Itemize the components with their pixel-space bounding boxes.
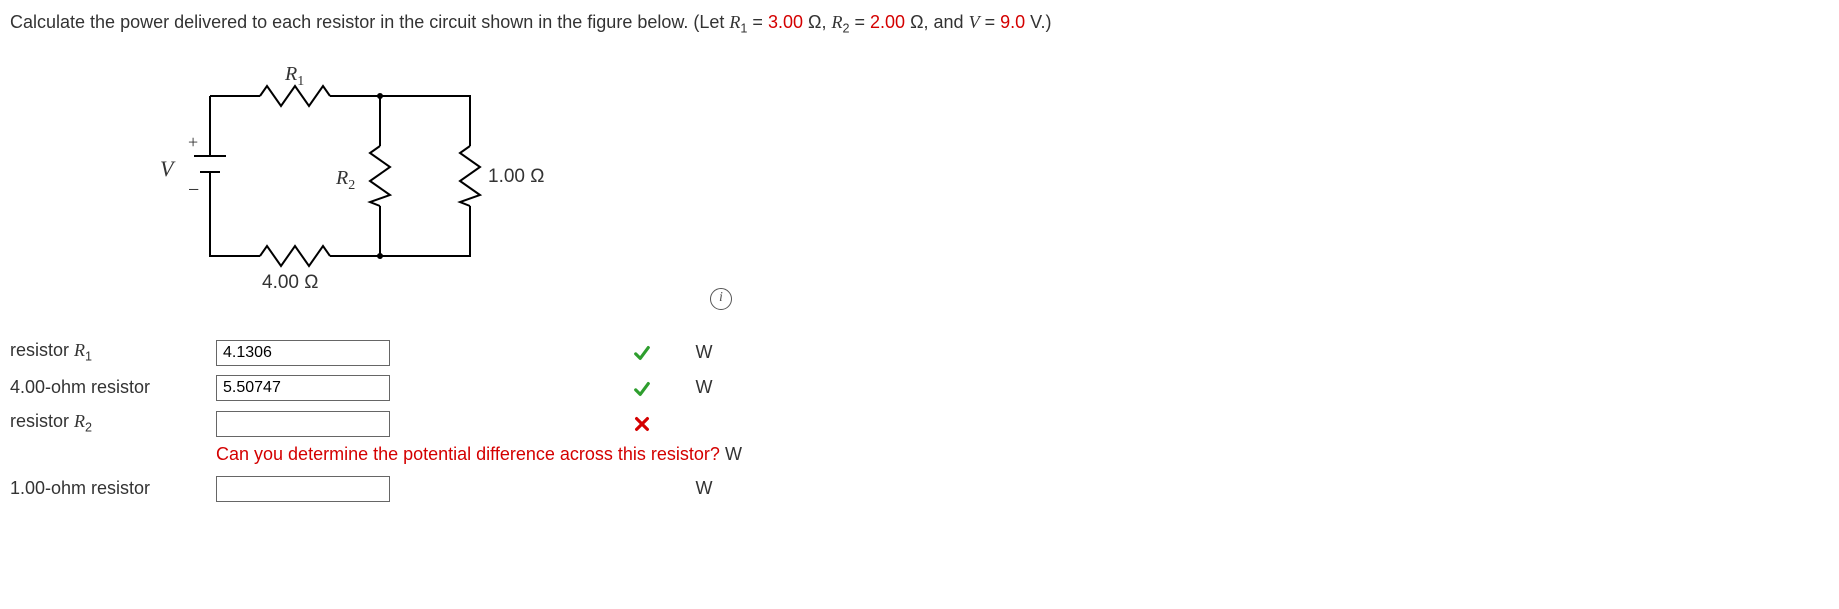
answer-unit: W — [695, 334, 748, 370]
answer-label: 4.00-ohm resistor — [10, 370, 216, 405]
circuit-label-bottom-resistor: 4.00 Ω — [262, 270, 318, 297]
r1-value: 3.00 — [768, 12, 803, 32]
v-unit: V.) — [1030, 12, 1051, 32]
answer-input-cell — [216, 370, 627, 405]
r1-symbol: R — [729, 12, 740, 32]
feedback-text: Can you determine the potential differen… — [216, 442, 748, 471]
eq3: = — [985, 12, 1001, 32]
circuit-diagram: R1 R2 1.00 Ω 4.00 Ω V + − i — [150, 56, 550, 316]
answer-row: resistor R2 — [10, 405, 748, 441]
answer-row: 1.00-ohm resistor W — [10, 471, 748, 506]
answer-row: 4.00-ohm resistor W — [10, 370, 748, 405]
feedback-row: Can you determine the potential differen… — [10, 442, 748, 471]
circuit-label-right-resistor: 1.00 Ω — [488, 164, 544, 191]
answer-input-cell — [216, 471, 627, 506]
answer-unit: W — [695, 370, 748, 405]
check-icon — [633, 380, 651, 398]
circuit-label-r2: R2 — [336, 164, 355, 196]
answer-input[interactable] — [216, 340, 390, 366]
x-icon — [633, 415, 651, 433]
r2-symbol: R — [831, 12, 842, 32]
battery-minus: − — [188, 176, 199, 204]
check-icon — [633, 344, 651, 362]
unit-ohm1: Ω, — [808, 12, 831, 32]
answer-input[interactable] — [216, 411, 390, 437]
answer-unit: W — [695, 471, 748, 506]
answer-table: resistor R1 W 4.00-ohm resistor Wresistor R… — [10, 334, 748, 506]
problem-statement: Calculate the power delivered to each re… — [10, 10, 1829, 38]
answer-input-cell — [216, 334, 627, 370]
unit-ohm2: Ω, and — [910, 12, 969, 32]
r2-sub: 2 — [842, 22, 849, 36]
answer-row: resistor R1 W — [10, 334, 748, 370]
answer-input[interactable] — [216, 476, 390, 502]
prompt-prefix: Calculate the power delivered to each re… — [10, 12, 729, 32]
battery-plus: + — [188, 130, 198, 155]
v-symbol: V — [969, 12, 980, 32]
answer-input[interactable] — [216, 375, 390, 401]
answer-status — [627, 471, 695, 506]
circuit-label-v: V — [160, 154, 173, 185]
eq1: = — [752, 12, 768, 32]
answer-status — [627, 370, 695, 405]
answer-status — [627, 334, 695, 370]
info-icon[interactable]: i — [710, 288, 732, 310]
circuit-label-r1: R1 — [285, 60, 304, 92]
answer-label: resistor R1 — [10, 334, 216, 370]
answer-unit — [695, 405, 748, 441]
r1-sub: 1 — [740, 22, 747, 36]
v-value: 9.0 — [1000, 12, 1025, 32]
answer-status — [627, 405, 695, 441]
eq2: = — [855, 12, 871, 32]
answer-label: 1.00-ohm resistor — [10, 471, 216, 506]
r2-value: 2.00 — [870, 12, 905, 32]
answer-label: resistor R2 — [10, 405, 216, 441]
answer-input-cell — [216, 405, 627, 441]
